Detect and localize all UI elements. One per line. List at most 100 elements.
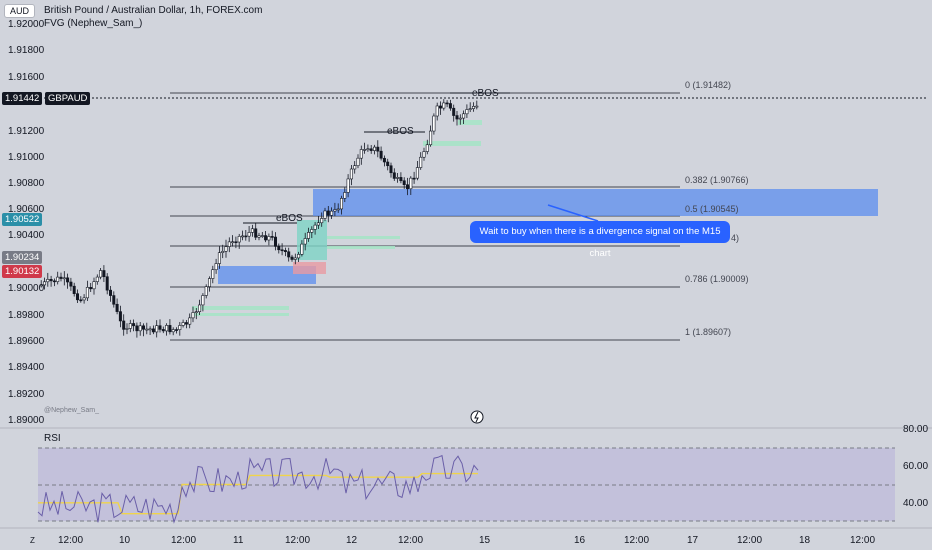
candle-body (455, 115, 459, 120)
candle-body (138, 325, 142, 332)
candle-body (372, 146, 376, 151)
candle-body (412, 177, 416, 180)
fvg-zones (192, 120, 482, 316)
ebos-label: eBOS (276, 213, 303, 224)
candle-body (267, 236, 271, 241)
rsi-line (37, 454, 479, 524)
candle-body (125, 328, 129, 330)
candle-body (247, 232, 251, 237)
candle-body (109, 289, 113, 296)
candle-body (270, 236, 274, 238)
candle-body (188, 317, 192, 325)
candle-body (379, 150, 383, 159)
candle-body (363, 149, 367, 151)
watermark: @Nephew_Sam_ (44, 407, 99, 414)
candle-body (386, 161, 390, 167)
supply-zone-small[interactable] (293, 262, 326, 274)
candle-body (76, 293, 80, 301)
candle-body (95, 276, 99, 282)
candle-body (59, 276, 63, 279)
candle-body (211, 269, 215, 279)
candle-body (349, 168, 353, 180)
fib-label: 0.786 (1.90009) (685, 274, 749, 284)
price-label: 1.90000 (8, 283, 45, 294)
candle-body (82, 297, 86, 301)
candle-body (142, 325, 146, 330)
time-label: 18 (799, 535, 811, 546)
candle-body (224, 246, 228, 252)
candle-body (280, 249, 284, 252)
candle-body (181, 322, 185, 326)
candle-body (442, 102, 446, 109)
candle-body (366, 148, 370, 151)
fib-retracement[interactable] (170, 92, 680, 341)
time-label: 12:00 (171, 535, 197, 546)
chart-title: British Pound / Australian Dollar, 1h, F… (44, 5, 263, 16)
candle-body (333, 209, 337, 212)
price-label: 1.91800 (8, 45, 45, 56)
candle-body (458, 117, 462, 120)
candle-body (49, 279, 53, 282)
candle-body (208, 278, 212, 287)
currency-badge[interactable]: AUD (4, 4, 36, 18)
candle-body (297, 254, 301, 259)
candle-body (356, 157, 360, 166)
candle-body (46, 279, 50, 283)
candle-body (405, 184, 409, 190)
candle-body (448, 103, 452, 109)
candle-body (468, 108, 472, 110)
fib-label: 4) (731, 233, 740, 243)
candle-body (148, 328, 152, 331)
candle-body (135, 325, 139, 332)
candle-body (105, 276, 109, 291)
candle-body (316, 222, 320, 226)
candle-body (237, 236, 241, 243)
candle-body (221, 251, 225, 253)
candle-body (462, 113, 466, 119)
demand-zone-small[interactable] (218, 266, 316, 284)
rsi-label[interactable]: RSI (44, 433, 61, 444)
rsi-axis-label: 40.00 (903, 498, 929, 509)
time-label: 11 (233, 535, 244, 546)
time-label: 12:00 (58, 535, 84, 546)
time-label: 17 (687, 535, 699, 546)
candle-body (435, 105, 439, 117)
candle-body (217, 252, 221, 264)
candle-body (353, 165, 357, 170)
candle-body (293, 257, 297, 260)
candle-body (290, 256, 294, 260)
candle-body (310, 229, 314, 233)
price-label: 1.89800 (8, 310, 45, 321)
price-tag-red: 1.90132 (2, 265, 43, 278)
candle-body (69, 281, 73, 287)
callout-note[interactable]: Wait to buy when there is a divergence s… (470, 221, 730, 259)
ebos-label: eBOS (472, 88, 499, 99)
candle-body (396, 177, 400, 179)
candle-body (422, 151, 426, 158)
candle-body (320, 218, 324, 224)
candle-body (392, 172, 396, 179)
candle-body (158, 325, 162, 330)
price-label: 1.89600 (8, 336, 45, 347)
demand-zone-large[interactable] (313, 189, 878, 216)
candle-body (56, 276, 60, 282)
time-label: 12:00 (850, 535, 876, 546)
replay-icon[interactable] (470, 410, 484, 424)
candle-body (234, 241, 238, 244)
indicator-label[interactable]: FVG (Nephew_Sam_) (44, 18, 143, 29)
candle-body (273, 236, 277, 247)
candle-body (264, 235, 268, 241)
price-label: 1.89000 (8, 415, 45, 426)
price-tag-fib: 1.90522 (2, 213, 43, 226)
candle-body (432, 115, 436, 132)
price-label: 1.91600 (8, 72, 45, 83)
candle-body (359, 149, 363, 159)
candle-body (151, 328, 155, 333)
candle-body (409, 177, 413, 190)
candle-body (330, 210, 334, 216)
candle-body (132, 323, 136, 327)
candle-body (346, 178, 350, 193)
candle-body (257, 235, 261, 238)
time-label: 16 (574, 535, 586, 546)
